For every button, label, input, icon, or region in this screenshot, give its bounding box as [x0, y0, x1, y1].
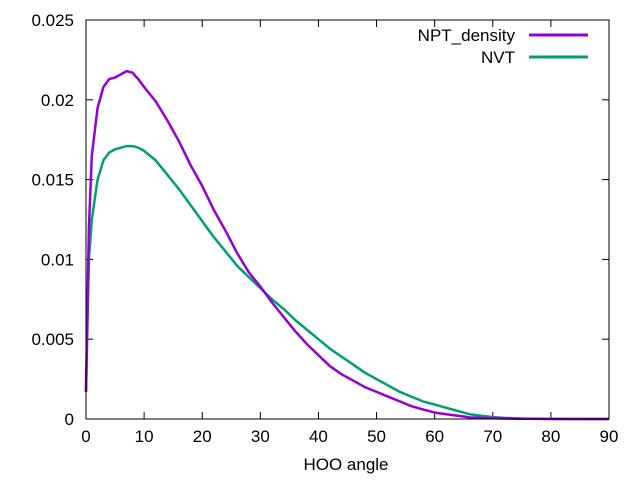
y-tick-label: 0.02 — [41, 91, 74, 110]
x-tick-label: 30 — [251, 427, 270, 446]
plot-area-border — [85, 19, 610, 420]
x-tick-label: 0 — [81, 427, 90, 446]
x-tick-label: 60 — [425, 427, 444, 446]
legend-label: NVT — [481, 48, 515, 67]
y-tick-label: 0.015 — [31, 171, 74, 190]
x-tick-label: 40 — [309, 427, 328, 446]
y-tick-label: 0 — [65, 410, 74, 429]
y-axis-ticks: 0 0.005 0.01 0.015 0.02 0.025 — [31, 11, 609, 429]
x-tick-label: 50 — [367, 427, 386, 446]
series-line-npt-density — [84, 69, 609, 421]
y-tick-label: 0.01 — [41, 250, 74, 269]
series-lines — [84, 69, 609, 421]
x-axis-ticks: 0 10 20 30 40 50 60 70 80 90 — [81, 20, 618, 446]
y-tick-label: 0.025 — [31, 11, 74, 30]
x-axis-title: HOO angle — [303, 455, 388, 474]
legend: NPT_density NVT — [418, 26, 588, 67]
y-tick-label: 0.005 — [31, 330, 74, 349]
x-tick-label: 80 — [541, 427, 560, 446]
x-tick-label: 10 — [135, 427, 154, 446]
x-tick-label: 70 — [483, 427, 502, 446]
x-tick-label: 90 — [600, 427, 619, 446]
series-line-nvt — [84, 144, 609, 421]
x-tick-label: 20 — [193, 427, 212, 446]
legend-label: NPT_density — [418, 26, 516, 45]
